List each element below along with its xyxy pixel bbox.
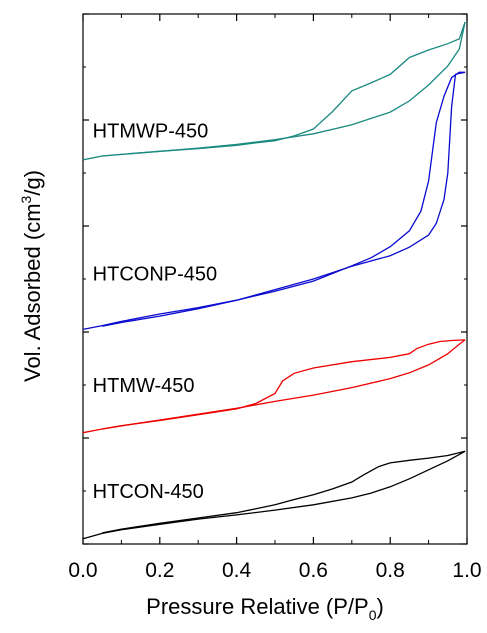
series-label-htmwp-450: HTMWP-450: [93, 121, 209, 143]
x-tick-label: 0.4: [222, 559, 252, 582]
series-labels: HTMWP-450 HTCONP-450 HTMW-450 HTCON-450: [93, 121, 217, 503]
y-axis-title-end: /g): [20, 170, 45, 196]
series-htconp-450-desorption-line: [102, 71, 466, 327]
x-axis-title: Pressure Relative (P/P0): [146, 594, 384, 623]
axis-ticks: [82, 13, 468, 545]
y-axis-title-superscript: 3: [18, 195, 34, 203]
x-axis-title-main: Pressure Relative (P/P: [146, 594, 369, 619]
series-label-htmw-450: HTMW-450: [93, 375, 195, 397]
y-axis-title: Vol. Adsorbed (cm3/g): [18, 170, 45, 382]
y-axis-title-main: Vol. Adsorbed (cm: [20, 203, 45, 382]
series-label-htconp-450: HTCONP-450: [93, 264, 217, 286]
series-htconp-450-adsorption-line: [82, 71, 466, 331]
series-htmw-450-desorption-line: [102, 339, 466, 430]
x-tick-label: 1.0: [452, 559, 481, 582]
series-htcon-450-adsorption-line: [82, 450, 466, 540]
series-htmwp-450-desorption-line: [102, 21, 466, 157]
x-axis-title-subscript: 0: [369, 607, 377, 623]
series-curves: [82, 21, 466, 540]
x-tick-label: 0.2: [145, 559, 174, 582]
x-tick-label: 0.6: [299, 559, 328, 582]
x-tick-label: 0.8: [376, 559, 405, 582]
x-tick-label: 0.0: [68, 559, 97, 582]
series-htcon-450-desorption-line: [102, 450, 466, 534]
x-axis-title-end: ): [377, 594, 384, 619]
series-label-htcon-450: HTCON-450: [93, 481, 204, 503]
x-tick-labels: 0.0 0.2 0.4 0.6 0.8 1.0: [68, 559, 481, 582]
